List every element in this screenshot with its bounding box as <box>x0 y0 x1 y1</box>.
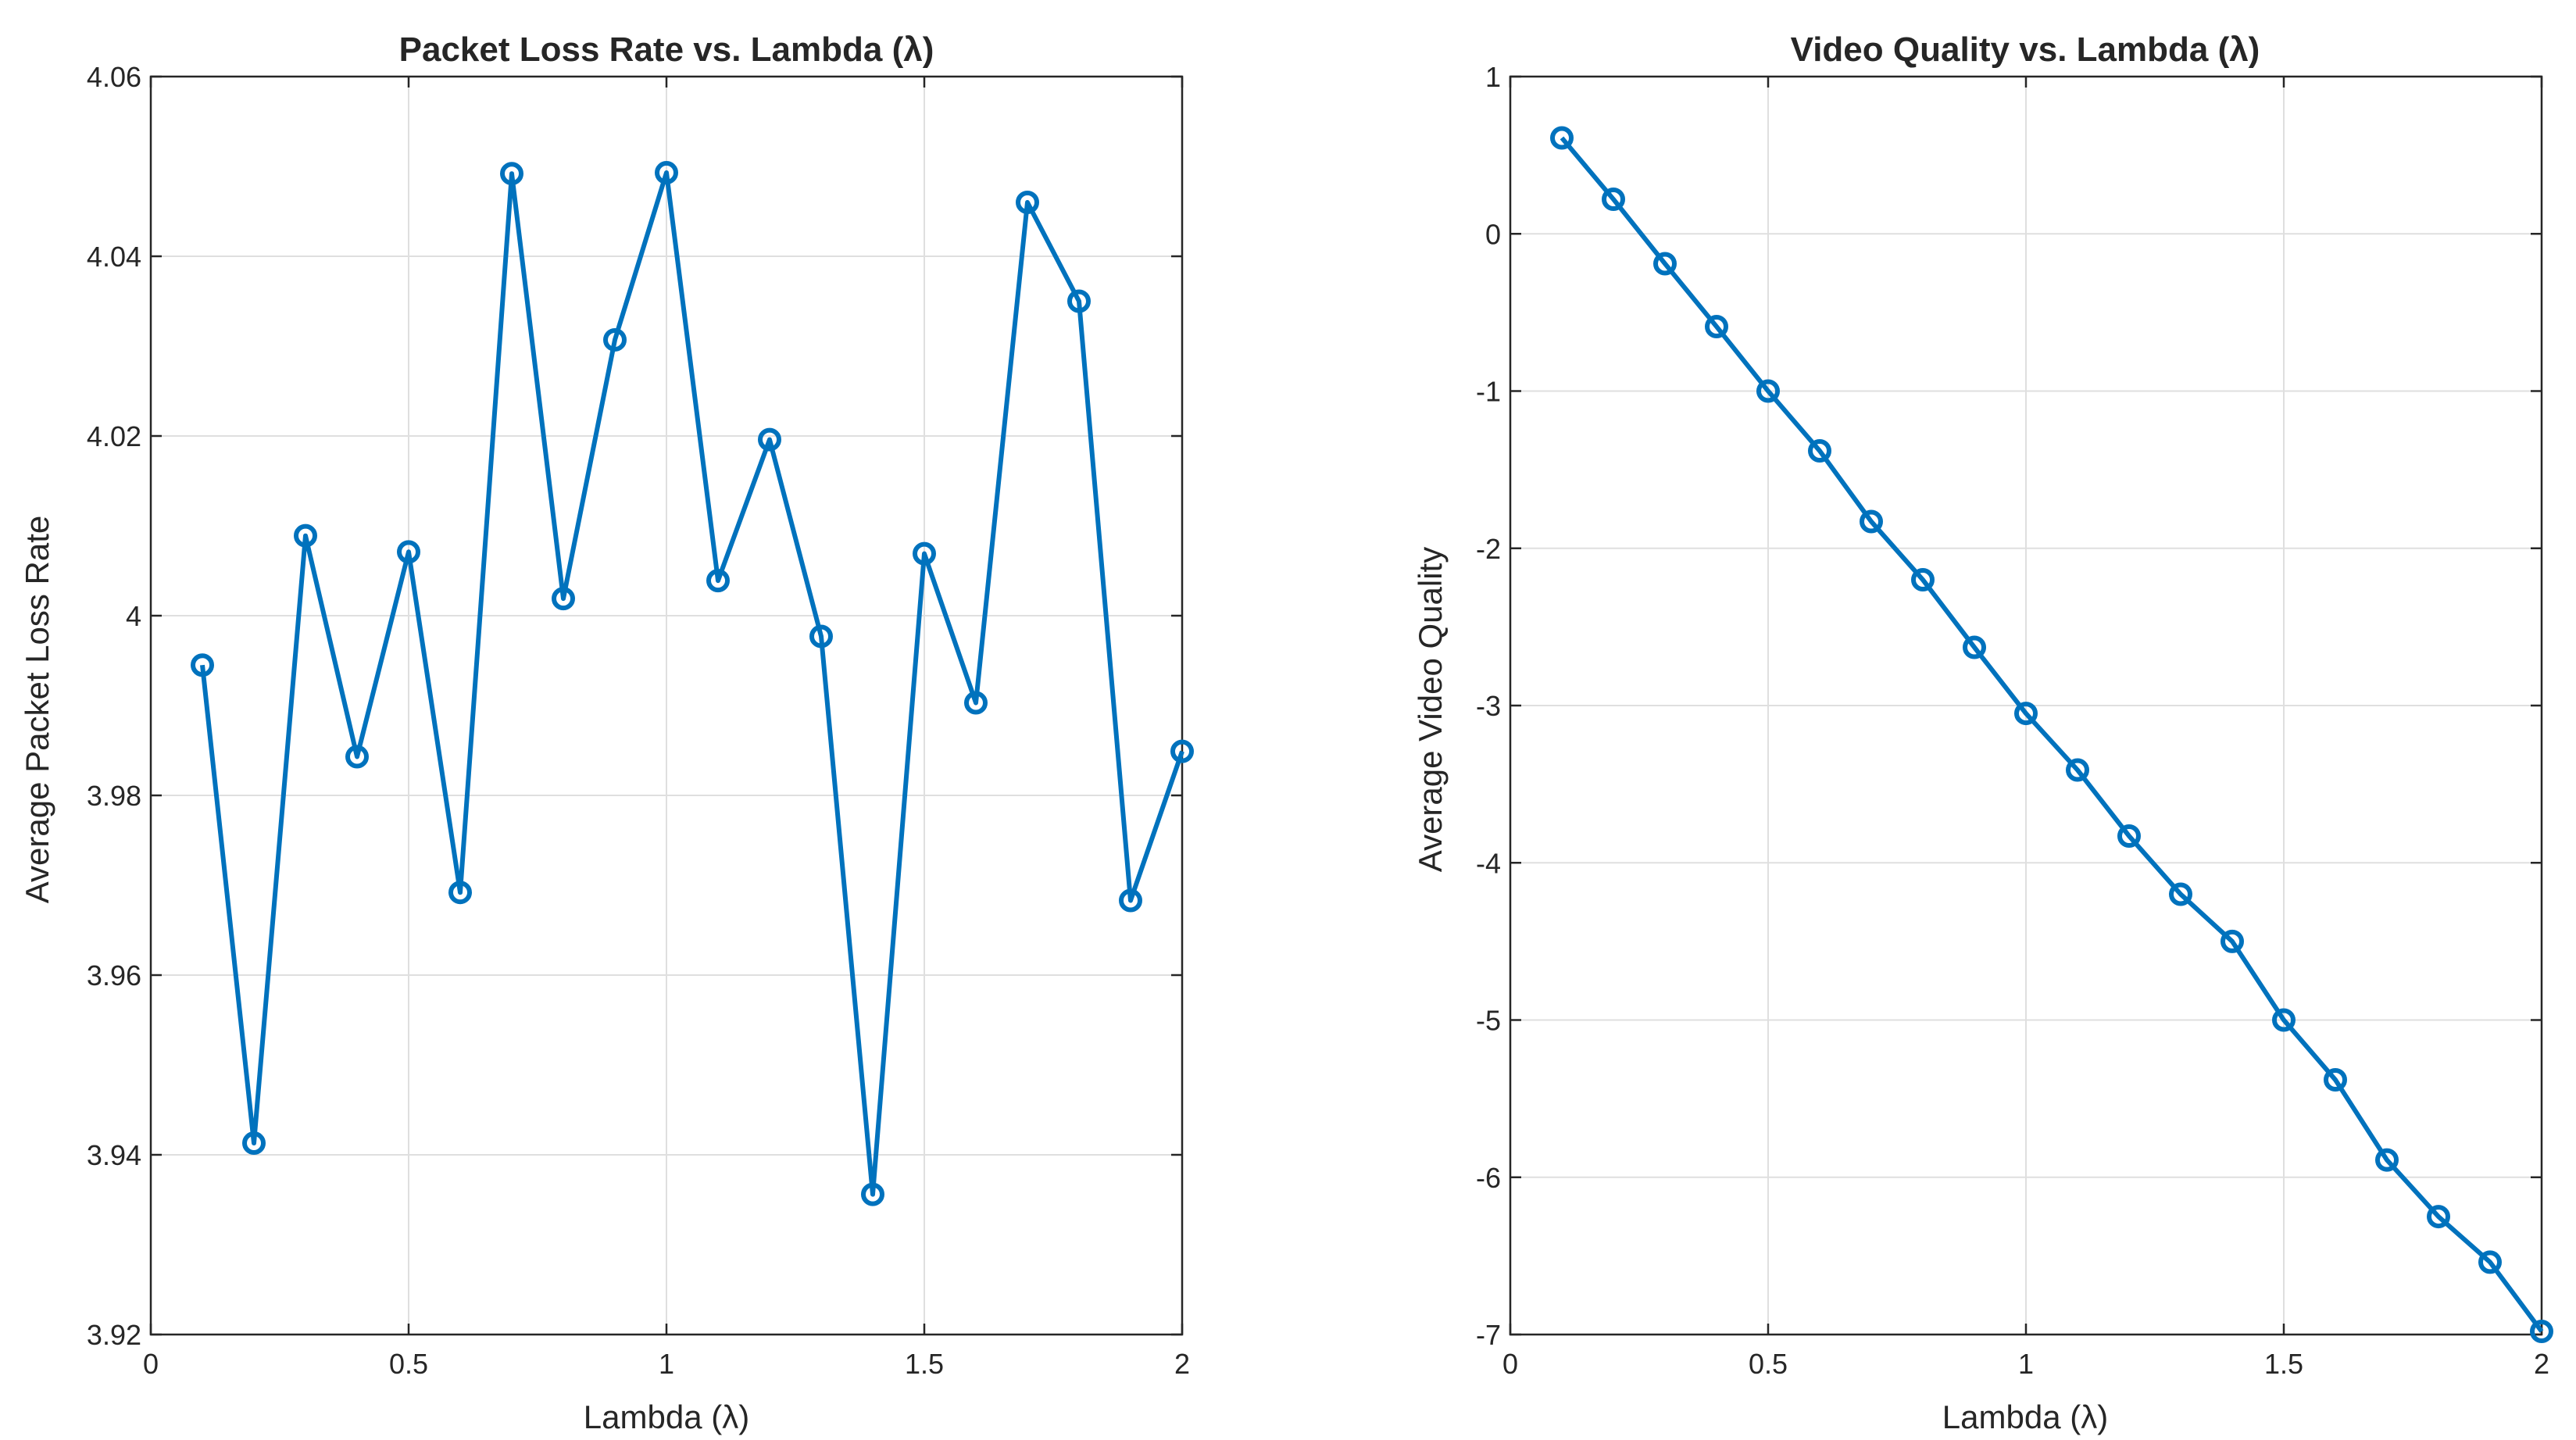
data-point-marker <box>2066 758 2089 782</box>
plot-area: 0 0.5 1 1.5 2 -7 -6 -5 -4 -3 -2 -1 0 1 <box>1476 61 2553 1380</box>
data-point-marker <box>2272 1008 2296 1032</box>
y-tick-label: -4 <box>1476 847 1501 879</box>
data-point-marker <box>552 587 575 611</box>
y-tick-label: 4.02 <box>87 420 141 452</box>
y-tick-label: 4.06 <box>87 61 141 93</box>
x-tick-label: 0 <box>1502 1348 1518 1380</box>
data-point-marker <box>913 541 936 566</box>
data-point-marker <box>2221 929 2244 953</box>
y-tick-label: 4 <box>126 600 141 632</box>
data-point-marker <box>809 624 833 649</box>
data-point-marker <box>1119 888 1142 913</box>
y-tick-label: -6 <box>1476 1162 1501 1194</box>
x-tick-label: 0 <box>143 1348 159 1380</box>
data-point-marker <box>448 881 472 905</box>
y-tick-label: -7 <box>1476 1319 1501 1351</box>
packet-loss-chart: 0 0.5 1 1.5 2 3.92 3.94 3.96 3.98 4 4.02 4.04 4.06 P… <box>19 30 1194 1435</box>
data-point-marker <box>2014 702 2038 726</box>
y-axis-label: Average Video Quality <box>1412 547 1449 872</box>
x-tick-label: 0.5 <box>389 1348 428 1380</box>
data-point-marker <box>2375 1148 2399 1172</box>
data-point-marker <box>345 745 369 769</box>
y-tick-label: 3.94 <box>87 1139 141 1171</box>
y-tick-label: -2 <box>1476 533 1501 565</box>
y-axis-label: Average Packet Loss Rate <box>19 516 55 904</box>
y-tick-label: 3.92 <box>87 1319 141 1351</box>
data-point-marker <box>294 523 317 548</box>
x-tick-label: 1.5 <box>2264 1348 2303 1380</box>
data-point-marker <box>1016 191 1039 214</box>
data-point-marker <box>242 1131 266 1156</box>
x-axis-label: Lambda (λ) <box>584 1399 749 1435</box>
data-point-marker <box>706 569 730 593</box>
data-point-marker <box>2117 824 2141 849</box>
data-point-marker <box>500 162 523 186</box>
data-point-marker <box>1705 314 1728 338</box>
data-point-marker <box>1067 289 1091 313</box>
data-point-marker <box>861 1182 884 1206</box>
data-point-marker <box>1963 635 1986 659</box>
data-point-marker <box>1653 252 1677 276</box>
data-point-marker <box>1808 438 1831 463</box>
y-tick-label: -1 <box>1476 376 1501 408</box>
data-point-marker <box>1860 509 1883 534</box>
series-line <box>200 170 1184 1197</box>
chart-title: Video Quality vs. Lambda (λ) <box>1791 30 2260 69</box>
video-quality-chart: 0 0.5 1 1.5 2 -7 -6 -5 -4 -3 -2 -1 0 1 Video Quality … <box>1412 30 2553 1435</box>
data-point-marker <box>1170 739 1194 763</box>
data-point-marker <box>2478 1250 2502 1274</box>
x-tick-label: 1.5 <box>905 1348 944 1380</box>
x-tick-label: 1 <box>2018 1348 2034 1380</box>
data-point-marker <box>603 327 627 352</box>
data-point-marker <box>1911 568 1935 591</box>
x-tick-label: 2 <box>1174 1348 1190 1380</box>
y-tick-label: 3.98 <box>87 780 141 812</box>
y-tick-label: -5 <box>1476 1005 1501 1037</box>
data-point-marker <box>1602 187 1625 211</box>
y-tick-label: 4.04 <box>87 241 141 273</box>
x-tick-label: 1 <box>659 1348 674 1380</box>
data-point-marker <box>397 540 420 564</box>
x-tick-label: 0.5 <box>1749 1348 1788 1380</box>
y-tick-label: 0 <box>1485 218 1501 250</box>
y-tick-label: -3 <box>1476 690 1501 722</box>
x-axis-label: Lambda (λ) <box>1942 1399 2108 1435</box>
data-point-marker <box>2530 1319 2553 1343</box>
data-point-marker <box>2427 1205 2450 1229</box>
data-point-marker <box>964 691 988 715</box>
data-point-marker <box>2324 1067 2347 1092</box>
x-tick-label: 2 <box>2534 1348 2549 1380</box>
y-tick-label: 1 <box>1485 61 1501 93</box>
data-point-marker <box>655 161 678 185</box>
data-point-marker <box>2169 882 2192 906</box>
data-point-marker <box>1550 126 1574 150</box>
y-tick-label: 3.96 <box>87 959 141 992</box>
series-line <box>1560 136 2544 1333</box>
data-point-marker <box>1756 379 1780 403</box>
chart-title: Packet Loss Rate vs. Lambda (λ) <box>399 30 934 69</box>
data-point-marker <box>758 427 781 452</box>
plot-area: 0 0.5 1 1.5 2 3.92 3.94 3.96 3.98 4 4.02 4.04 4.06 <box>87 61 1194 1380</box>
data-point-marker <box>191 653 214 677</box>
